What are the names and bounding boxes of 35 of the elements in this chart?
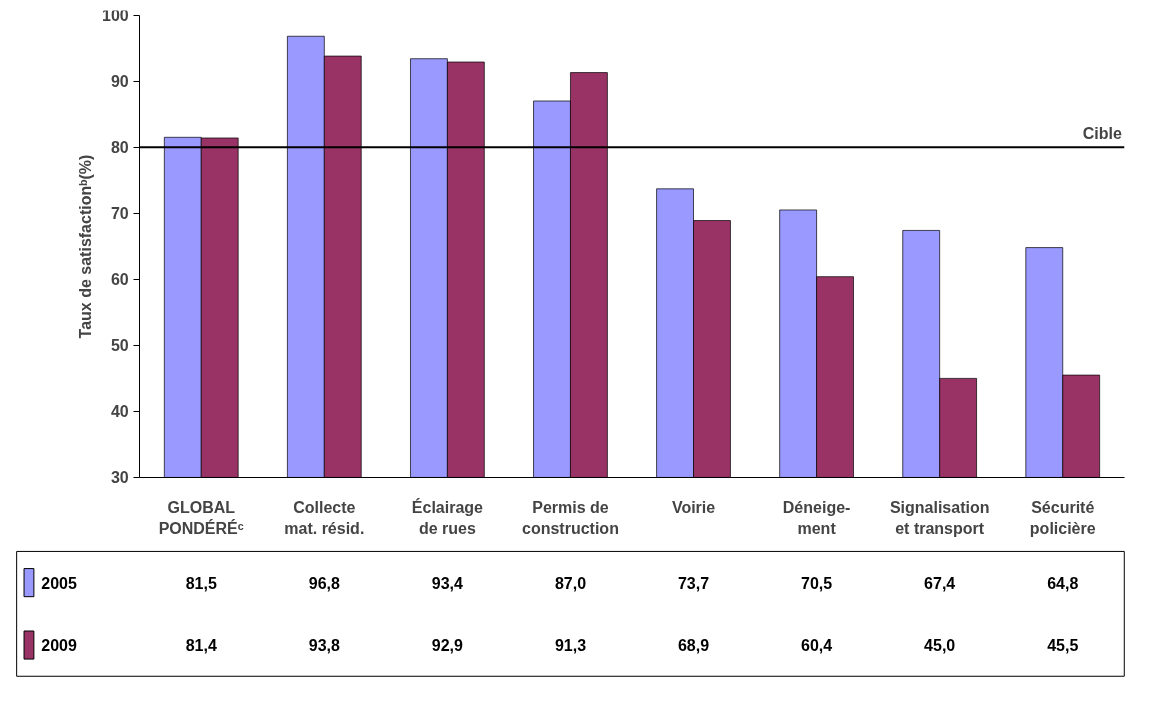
legend-label: 2009 [41, 637, 77, 655]
data-label: 92,9 [431, 637, 464, 655]
data-label: 60,4 [801, 637, 833, 655]
x-tick-label: Voirie [671, 499, 716, 517]
data-label: 93,4 [431, 574, 464, 592]
data-label: 73,7 [677, 574, 710, 592]
y-tick-label: 30 [110, 469, 129, 487]
data-label: 87,0 [554, 574, 587, 592]
data-label: 45,5 [1047, 637, 1079, 655]
legend-label: 2005 [41, 574, 77, 592]
data-label: 64,8 [1047, 574, 1079, 592]
data-label: 91,3 [554, 637, 587, 655]
y-tick-label: 50 [110, 337, 129, 355]
x-tick-label: Collecte mat. résid. [284, 499, 365, 537]
data-label: 81,5 [185, 574, 217, 592]
x-tick-label: Déneige- ment [782, 499, 851, 537]
y-tick-label: 70 [110, 205, 129, 223]
data-label: 67,4 [924, 574, 956, 592]
data-label: 45,0 [924, 637, 956, 655]
y-tick-label: 40 [110, 403, 129, 421]
data-label: 81,4 [185, 637, 217, 655]
data-label: 68,9 [677, 637, 710, 655]
x-tick-label: Signalisation et transport [889, 499, 990, 537]
y-tick-label: 60 [110, 271, 129, 289]
data-label: 70,5 [801, 574, 833, 592]
data-label: 96,8 [308, 574, 340, 592]
data-label: 93,8 [308, 637, 340, 655]
x-tick-label: Éclairage de rues [411, 498, 484, 537]
y-axis-title: Taux de satisfactionᵇ(%) [76, 154, 94, 339]
y-tick-label: 90 [110, 73, 129, 91]
x-tick-label: Permis de construction [522, 499, 619, 537]
x-tick-label: GLOBAL PONDÉRÉᶜ [158, 499, 244, 537]
y-tick-label: 80 [110, 139, 129, 157]
ref-line-label: Cible [1082, 125, 1122, 143]
x-tick-label: Sécurité policière [1029, 499, 1096, 537]
